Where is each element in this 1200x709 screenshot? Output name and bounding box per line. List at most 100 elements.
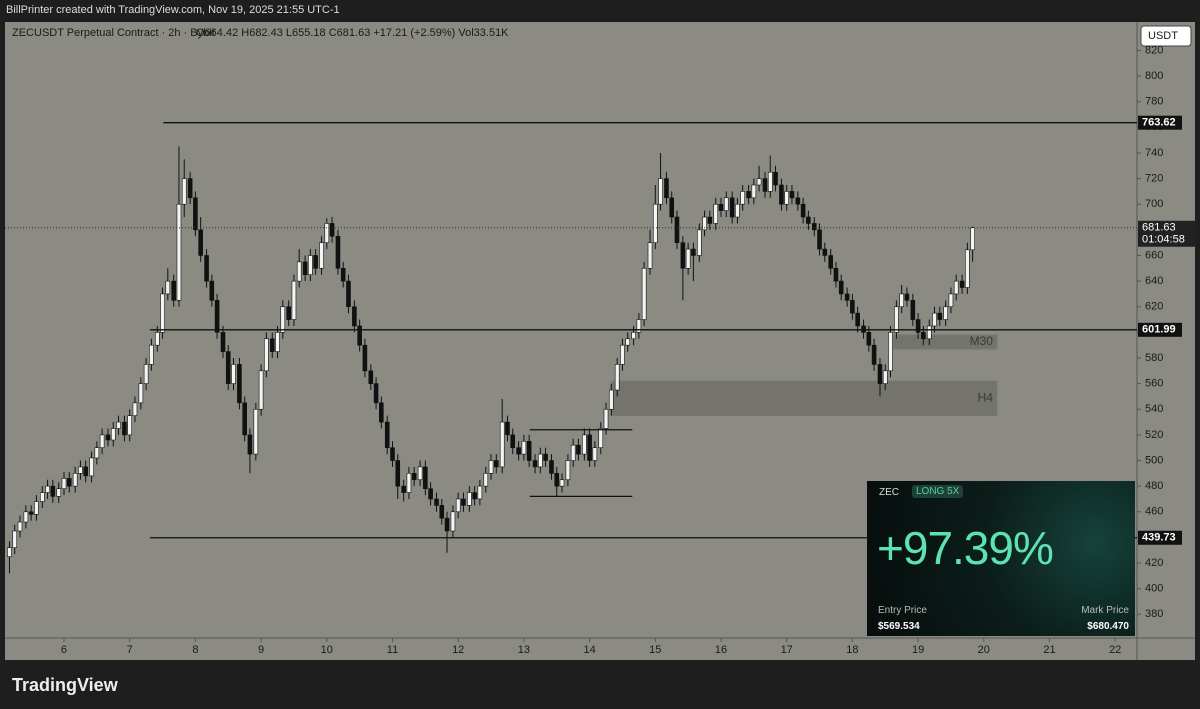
candle-body [499,421,505,468]
candle-body [493,460,499,468]
countdown: 01:04:58 [1142,234,1185,246]
candle-body [641,267,647,320]
candle-body [784,191,789,205]
candle-body [888,332,893,372]
candle-body [691,248,696,256]
candle-body [319,242,324,269]
candle-body [904,293,910,301]
candle-body [302,261,308,276]
candle-body [652,203,658,243]
candle-body [631,332,636,340]
candle-body [697,229,702,256]
candle-body [225,351,231,384]
y-tick-label: 740 [1145,147,1163,159]
entry-price: $569.534 [878,621,920,632]
candle-body [795,197,801,205]
candle-body [740,191,745,205]
candle-body [154,332,160,346]
y-tick-label: 800 [1145,70,1163,82]
candle-body [23,511,29,523]
candle-body [362,344,368,372]
candle-body [620,344,625,365]
candle-body [198,229,203,256]
candle-body [379,402,384,423]
candle-body [871,344,877,365]
symbol: ZECUSDT Perpetual Contract · 2h · Bybit [12,27,215,39]
x-tick-label: 21 [1043,644,1055,656]
candle-body [461,498,466,506]
candle-body [882,370,888,384]
candle-body [488,460,494,474]
candle-body [948,293,954,308]
candle-body [439,505,445,519]
candle-body [658,178,663,205]
y-tick-label: 720 [1145,173,1163,185]
candle-body [12,530,18,548]
candle-body [921,332,926,340]
level-label: 439.73 [1142,532,1176,544]
candle-body [718,203,724,211]
candle-body [335,235,341,269]
candle-body [702,216,707,231]
candle-body [516,447,521,455]
candle-body [680,242,686,269]
candle-body [806,216,811,224]
candle-body [423,466,428,490]
candle-body [910,300,916,320]
level-label: 763.62 [1142,117,1176,129]
candle-body [723,197,729,211]
x-tick-label: 9 [258,644,264,656]
candle-body [352,306,357,327]
candle-body [735,203,740,218]
candle-body [340,267,346,282]
candle-body [242,402,247,436]
candle-body [160,293,165,333]
candle-body [368,370,374,384]
zone [611,380,998,417]
side: LONG 5X [912,485,964,498]
y-tick-label: 820 [1145,44,1163,56]
candle-body [324,223,330,243]
candle-body [477,485,483,500]
candle-body [89,457,94,477]
x-tick-label: 20 [978,644,990,656]
y-tick-label: 640 [1145,275,1163,287]
candle-body [275,332,280,352]
candle-body [149,344,154,365]
candle-body [258,370,264,410]
candle-body [505,421,510,436]
x-tick-label: 19 [912,644,924,656]
candle-body [844,293,850,301]
candle-body [767,171,773,192]
candle-body [937,312,943,320]
candle-body [122,421,127,436]
currency-button[interactable] [1140,25,1192,47]
currency[interactable]: USDT [1148,30,1178,42]
y-tick-label: 460 [1145,506,1163,518]
candle-body [729,197,735,218]
candle-body [959,280,965,288]
y-tick-label: 520 [1145,429,1163,441]
x-tick-label: 10 [321,644,333,656]
y-tick-label: 780 [1145,96,1163,108]
candle-body [444,517,450,532]
candle-body [756,178,762,186]
candle-body [467,492,472,506]
candle-body [943,306,948,320]
candle-body [838,280,844,295]
candle-body [269,338,275,352]
candle-body [83,466,88,477]
candle-body [231,364,236,384]
candle-body [811,223,817,231]
mark-label: Mark Price [1081,605,1129,616]
candle-body [78,466,83,474]
candle-body [965,249,970,288]
candle-body [66,478,72,487]
x-tick-label: 16 [715,644,727,656]
x-tick-label: 12 [452,644,464,656]
candle-body [773,171,778,186]
credit: BillPrinter created with TradingView.com… [6,4,340,16]
candle-body [483,473,489,487]
candle-body [220,332,226,352]
